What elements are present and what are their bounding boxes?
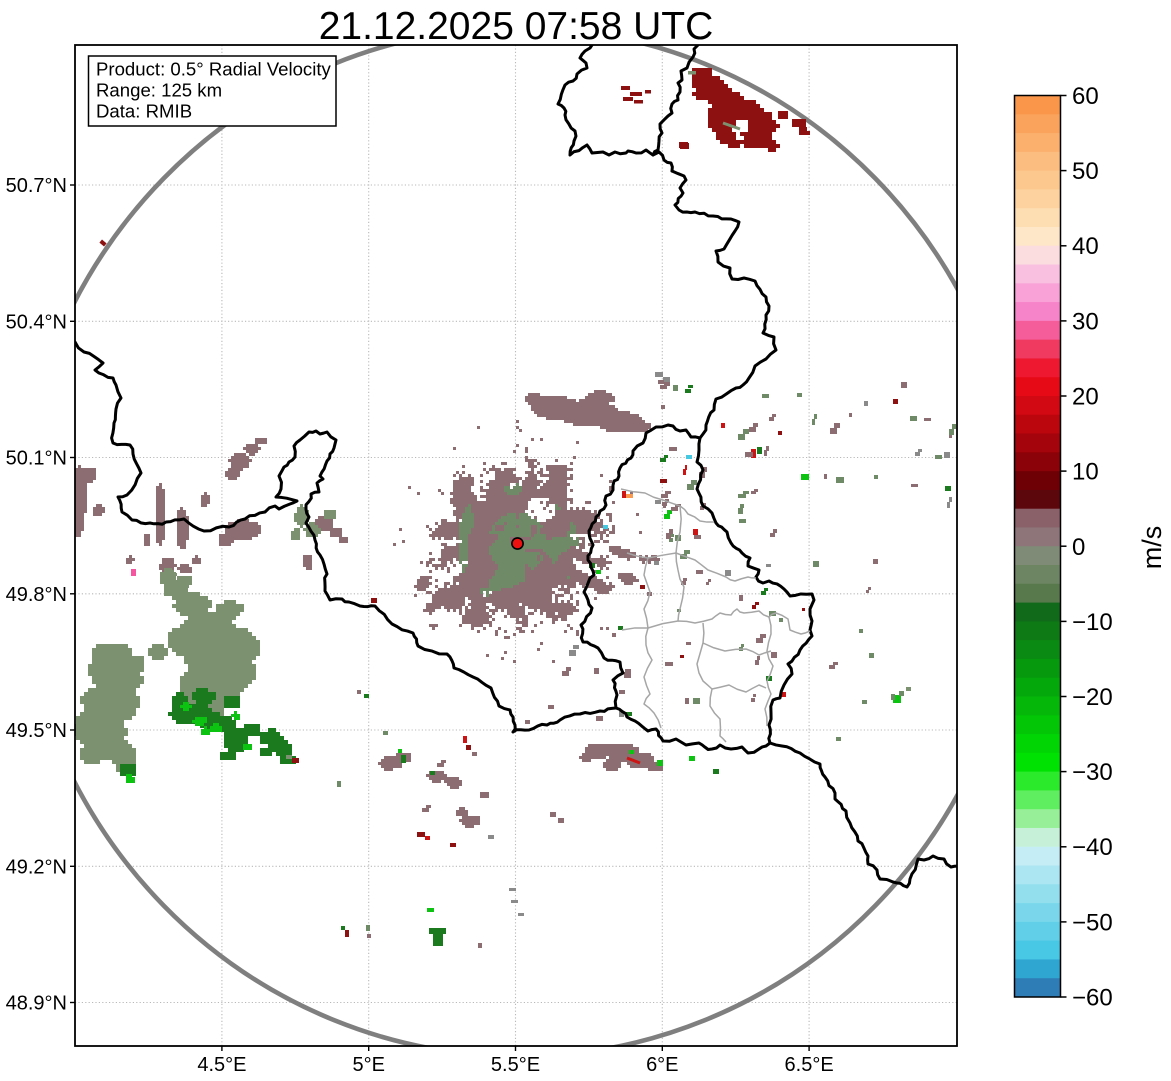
svg-text:21.12.2025 07:58 UTC: 21.12.2025 07:58 UTC — [319, 5, 714, 48]
svg-text:−30: −30 — [1072, 759, 1113, 786]
svg-text:49.8°N: 49.8°N — [6, 584, 67, 606]
svg-text:6.5°E: 6.5°E — [785, 1054, 834, 1076]
svg-text:−50: −50 — [1072, 909, 1113, 936]
svg-text:4.5°E: 4.5°E — [197, 1054, 246, 1076]
svg-text:40: 40 — [1072, 233, 1099, 260]
svg-text:5°E: 5°E — [352, 1054, 384, 1076]
svg-text:−40: −40 — [1072, 834, 1113, 861]
svg-text:50.4°N: 50.4°N — [6, 311, 67, 333]
svg-text:Product: 0.5° Radial Velocity: Product: 0.5° Radial Velocity — [96, 59, 332, 80]
svg-text:50: 50 — [1072, 158, 1099, 185]
svg-text:50.1°N: 50.1°N — [6, 448, 67, 470]
svg-text:Data: RMIB: Data: RMIB — [96, 101, 192, 122]
svg-text:10: 10 — [1072, 459, 1099, 486]
svg-text:49.5°N: 49.5°N — [6, 720, 67, 742]
svg-text:6°E: 6°E — [646, 1054, 678, 1076]
svg-text:20: 20 — [1072, 384, 1099, 411]
svg-text:m/s: m/s — [1137, 526, 1167, 570]
svg-text:50.7°N: 50.7°N — [6, 175, 67, 197]
svg-text:49.2°N: 49.2°N — [6, 856, 67, 878]
svg-text:48.9°N: 48.9°N — [6, 993, 67, 1015]
svg-text:0: 0 — [1072, 534, 1085, 561]
svg-text:−60: −60 — [1072, 985, 1113, 1012]
svg-text:60: 60 — [1072, 83, 1099, 110]
svg-text:5.5°E: 5.5°E — [491, 1054, 540, 1076]
svg-text:−20: −20 — [1072, 684, 1113, 711]
svg-text:30: 30 — [1072, 308, 1099, 335]
svg-text:−10: −10 — [1072, 609, 1113, 636]
svg-text:Range: 125 km: Range: 125 km — [96, 80, 222, 101]
